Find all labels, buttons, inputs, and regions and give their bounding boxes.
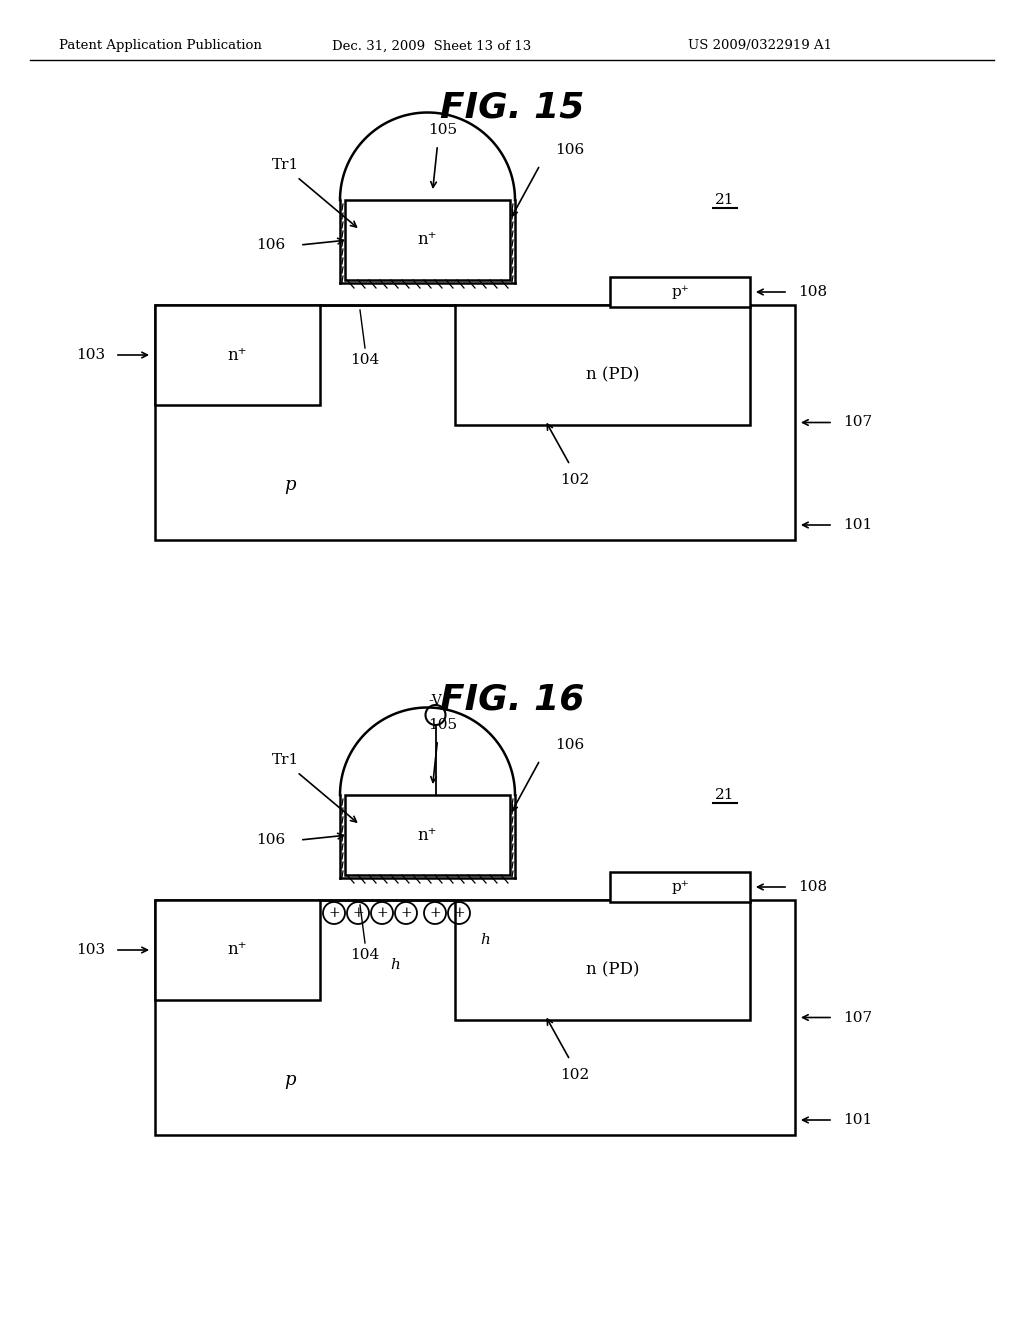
Text: p⁺: p⁺	[671, 880, 689, 894]
Text: 102: 102	[560, 1068, 590, 1082]
Text: Patent Application Publication: Patent Application Publication	[58, 40, 261, 53]
Text: +: +	[376, 906, 388, 920]
Text: 106: 106	[256, 833, 285, 847]
Bar	[345, 795, 510, 875]
Text: 107: 107	[843, 416, 872, 429]
Text: h: h	[390, 958, 400, 972]
Text: n⁺: n⁺	[418, 826, 437, 843]
Bar	[155, 305, 795, 540]
Bar	[455, 305, 750, 425]
Text: FIG. 16: FIG. 16	[440, 682, 584, 717]
Text: 21: 21	[715, 788, 735, 803]
Bar	[155, 305, 319, 405]
Text: 105: 105	[428, 123, 457, 137]
Text: 108: 108	[798, 880, 827, 894]
Text: 101: 101	[843, 517, 872, 532]
Bar	[610, 873, 750, 902]
Text: p⁺: p⁺	[671, 285, 689, 300]
Text: Tr1: Tr1	[271, 752, 299, 767]
Text: +: +	[400, 906, 412, 920]
Text: 102: 102	[560, 473, 590, 487]
Bar	[155, 900, 319, 1001]
Text: 107: 107	[843, 1011, 872, 1024]
Text: Dec. 31, 2009  Sheet 13 of 13: Dec. 31, 2009 Sheet 13 of 13	[333, 40, 531, 53]
Bar	[155, 900, 795, 1135]
Text: p: p	[285, 477, 296, 494]
Text: 108: 108	[798, 285, 827, 300]
Text: 21: 21	[715, 193, 735, 207]
Text: +: +	[328, 906, 340, 920]
Text: 105: 105	[428, 718, 457, 733]
Text: 104: 104	[350, 352, 380, 367]
Text: n (PD): n (PD)	[586, 367, 639, 384]
Bar	[345, 201, 510, 280]
Text: FIG. 15: FIG. 15	[440, 91, 584, 125]
Text: h: h	[480, 933, 489, 946]
Text: +: +	[352, 906, 364, 920]
Text: 106: 106	[256, 238, 285, 252]
Text: Tr1: Tr1	[271, 158, 299, 172]
Text: n⁺: n⁺	[418, 231, 437, 248]
Bar	[610, 277, 750, 308]
Text: 103: 103	[76, 942, 105, 957]
Text: 104: 104	[350, 948, 380, 962]
Text: +: +	[454, 906, 465, 920]
Text: n⁺: n⁺	[227, 346, 247, 363]
Text: +: +	[429, 906, 440, 920]
Text: n⁺: n⁺	[227, 941, 247, 958]
Text: 101: 101	[843, 1113, 872, 1127]
Bar	[455, 900, 750, 1020]
Text: n (PD): n (PD)	[586, 961, 639, 978]
Text: p: p	[285, 1071, 296, 1089]
Text: 106: 106	[555, 143, 585, 157]
Text: 103: 103	[76, 348, 105, 362]
Text: US 2009/0322919 A1: US 2009/0322919 A1	[688, 40, 831, 53]
Text: 106: 106	[555, 738, 585, 752]
Text: -V: -V	[429, 694, 442, 708]
